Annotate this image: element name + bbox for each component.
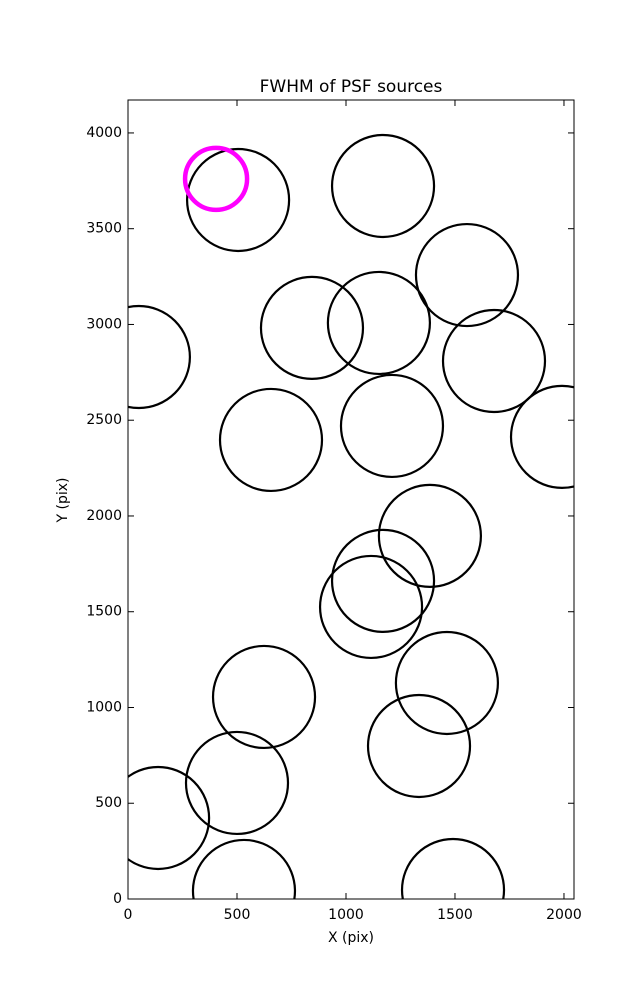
psf-circle <box>394 630 500 736</box>
x-tick-label: 0 <box>124 907 133 923</box>
y-tick-label: 4000 <box>86 125 122 141</box>
x-tick-label: 1000 <box>328 907 364 923</box>
psf-circle <box>414 222 520 328</box>
y-tick-label: 2500 <box>86 412 122 428</box>
y-tick-label: 0 <box>113 891 122 907</box>
plot-area <box>128 133 574 899</box>
chart-title: FWHM of PSF sources <box>260 77 443 97</box>
psf-circle <box>326 270 432 376</box>
y-tick-label: 500 <box>95 795 122 811</box>
x-tick-label: 500 <box>224 907 251 923</box>
psf-circle <box>128 765 211 871</box>
psf-circle <box>509 384 574 489</box>
y-tick-label: 2000 <box>86 508 122 524</box>
y-tick-label: 1000 <box>86 699 122 715</box>
psf-circle <box>330 528 436 633</box>
psf-circle <box>128 304 191 410</box>
psf-circle <box>318 554 424 660</box>
psf-circle <box>259 275 365 381</box>
psf-circle <box>366 693 472 799</box>
psf-circle <box>218 387 324 493</box>
psf-circle <box>339 373 445 479</box>
psf-circle <box>185 147 291 253</box>
y-axis-label: Y (pix) <box>55 478 71 524</box>
psf-circle <box>330 133 436 239</box>
y-tick-label: 3500 <box>86 221 122 237</box>
psf-circle <box>184 730 290 836</box>
psf-circle <box>191 838 297 899</box>
y-tick-label: 3000 <box>86 316 122 332</box>
psf-circle <box>182 145 250 213</box>
x-tick-label: 2000 <box>546 907 582 923</box>
psf-circle <box>211 644 317 750</box>
x-tick-label: 1500 <box>437 907 473 923</box>
psf-circle <box>400 837 506 899</box>
y-tick-label: 1500 <box>86 604 122 620</box>
psf-circle <box>441 308 547 414</box>
plot-frame <box>127 99 575 900</box>
x-axis-label: X (pix) <box>328 930 374 946</box>
psf-circle <box>377 483 483 588</box>
